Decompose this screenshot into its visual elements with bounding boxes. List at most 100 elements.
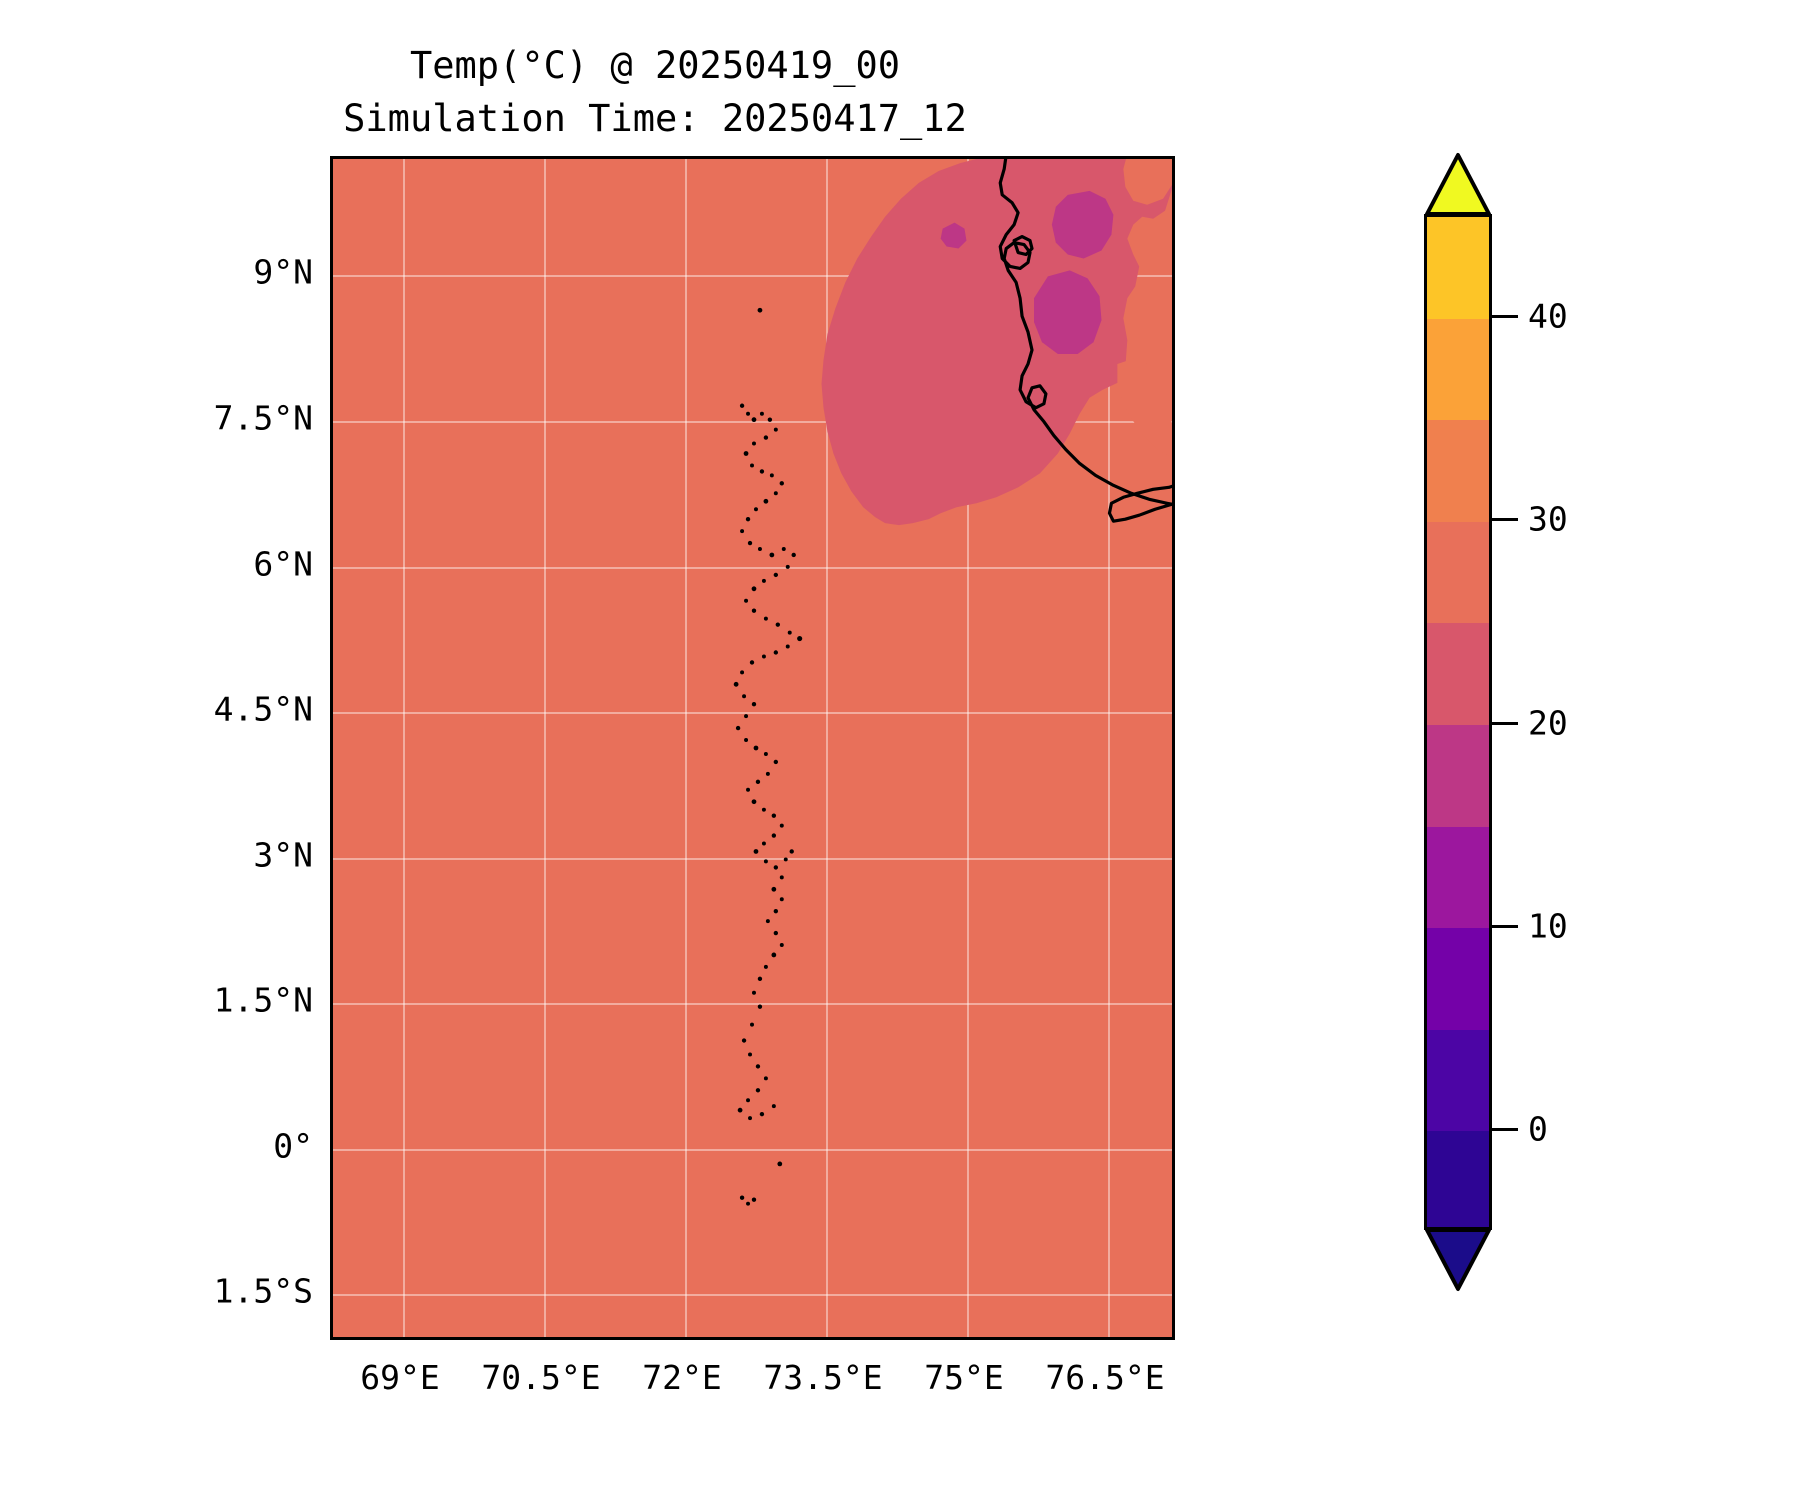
atoll	[765, 919, 770, 924]
sri-lanka-north-tip	[1012, 235, 1034, 257]
atoll	[753, 507, 758, 512]
atoll	[759, 1111, 765, 1117]
atoll	[752, 441, 756, 446]
gridline-lat-6	[333, 567, 1172, 569]
atoll	[761, 807, 766, 812]
ytick-label-9n: 9°N	[253, 252, 313, 292]
colorbar[interactable]: 40 30 20 10 0	[1424, 152, 1568, 1292]
atoll	[779, 943, 784, 947]
map-axes[interactable]	[330, 156, 1175, 1340]
atoll	[746, 411, 751, 416]
atoll	[746, 1201, 751, 1206]
colorband-40-45	[1427, 217, 1489, 319]
ytick-label-6n: 6°N	[253, 544, 313, 584]
atoll	[791, 552, 796, 558]
atoll	[773, 908, 779, 914]
gridline-lon-70p5	[544, 159, 546, 1337]
gridline-lat-3	[333, 858, 1172, 860]
ytick-label-4p5n: 4.5°N	[213, 689, 313, 729]
atoll	[744, 738, 749, 743]
colorbar-label-30: 30	[1528, 499, 1568, 539]
atoll	[771, 813, 777, 818]
atoll	[759, 411, 764, 416]
atoll	[744, 598, 749, 603]
colorbar-tick-10	[1492, 925, 1518, 928]
atoll	[767, 417, 773, 422]
inland-cool-patch-south-15-20	[1033, 270, 1102, 355]
atoll	[779, 823, 784, 828]
south-east-coast-india	[1107, 484, 1172, 523]
coastline-layer	[998, 159, 1172, 523]
atoll	[781, 547, 786, 552]
atoll	[755, 1064, 761, 1069]
atoll	[753, 745, 759, 751]
atoll	[737, 1107, 743, 1113]
ytick-label-0: 0°	[273, 1126, 313, 1166]
atoll	[751, 417, 757, 423]
colorbar-tick-0	[1492, 1128, 1518, 1131]
atoll	[763, 616, 768, 621]
atoll	[763, 498, 769, 504]
atoll	[757, 1004, 763, 1009]
colorband-0-5	[1427, 1029, 1489, 1132]
gridline-lon-76p5	[1108, 159, 1110, 1337]
temperature-field	[733, 159, 1172, 1206]
xtick-label-73p5e: 73.5°E	[763, 1358, 883, 1397]
atoll	[771, 1104, 776, 1109]
island-atolls	[733, 307, 803, 1206]
atoll	[753, 849, 759, 854]
atoll	[779, 481, 784, 486]
atoll	[751, 799, 757, 805]
xtick-label-75e: 75°E	[924, 1358, 1004, 1397]
atoll	[744, 714, 749, 719]
colorband-15-20	[1427, 725, 1489, 827]
gridline-lat-1p5	[333, 1003, 1172, 1005]
atoll	[775, 622, 781, 627]
atoll	[773, 930, 779, 936]
gridline-lat-9	[333, 275, 1172, 277]
atoll	[755, 779, 761, 785]
atoll	[759, 469, 765, 474]
map-data-area	[333, 159, 1172, 1337]
atoll	[763, 964, 768, 969]
atoll	[769, 552, 775, 558]
atoll	[740, 670, 745, 675]
gridline-lon-73p5	[826, 159, 828, 1337]
atoll	[777, 1161, 783, 1167]
atoll	[789, 849, 794, 854]
colorband-neg5-0	[1427, 1131, 1489, 1227]
gridline-lon-75	[967, 159, 969, 1337]
colorband-25-30	[1427, 521, 1489, 624]
atoll	[741, 1038, 747, 1043]
atoll	[763, 1076, 768, 1081]
atoll	[771, 952, 777, 958]
colorband-35-40	[1427, 318, 1489, 421]
atoll	[763, 751, 768, 756]
title-line-variable: Temp(°C) @ 20250419_00	[409, 44, 901, 87]
colorband-30-35	[1427, 420, 1489, 522]
atoll	[773, 572, 779, 578]
atoll	[761, 654, 766, 659]
atoll	[779, 875, 784, 880]
colorbar-label-10: 10	[1528, 906, 1568, 946]
atoll	[746, 787, 751, 792]
gridline-lat-0	[333, 1149, 1172, 1151]
atoll	[743, 451, 749, 456]
atoll	[749, 660, 755, 665]
colorbar-tick-30	[1492, 518, 1518, 521]
land-temperature-polygons	[821, 159, 1172, 526]
atoll	[757, 307, 763, 313]
atoll	[763, 859, 768, 864]
colorbar-label-0: 0	[1528, 1109, 1548, 1149]
atoll	[771, 886, 777, 892]
title-line-simulation-time: Simulation Time: 20250417_12	[343, 96, 967, 140]
ytick-label-1p5n: 1.5°N	[213, 980, 313, 1020]
atoll	[761, 841, 766, 846]
colorbar-label-40: 40	[1528, 296, 1568, 336]
ytick-label-3n: 3°N	[253, 835, 313, 875]
atoll	[733, 681, 739, 687]
india-land-20-25	[821, 159, 1172, 526]
atoll	[750, 463, 754, 468]
atoll	[751, 586, 757, 592]
